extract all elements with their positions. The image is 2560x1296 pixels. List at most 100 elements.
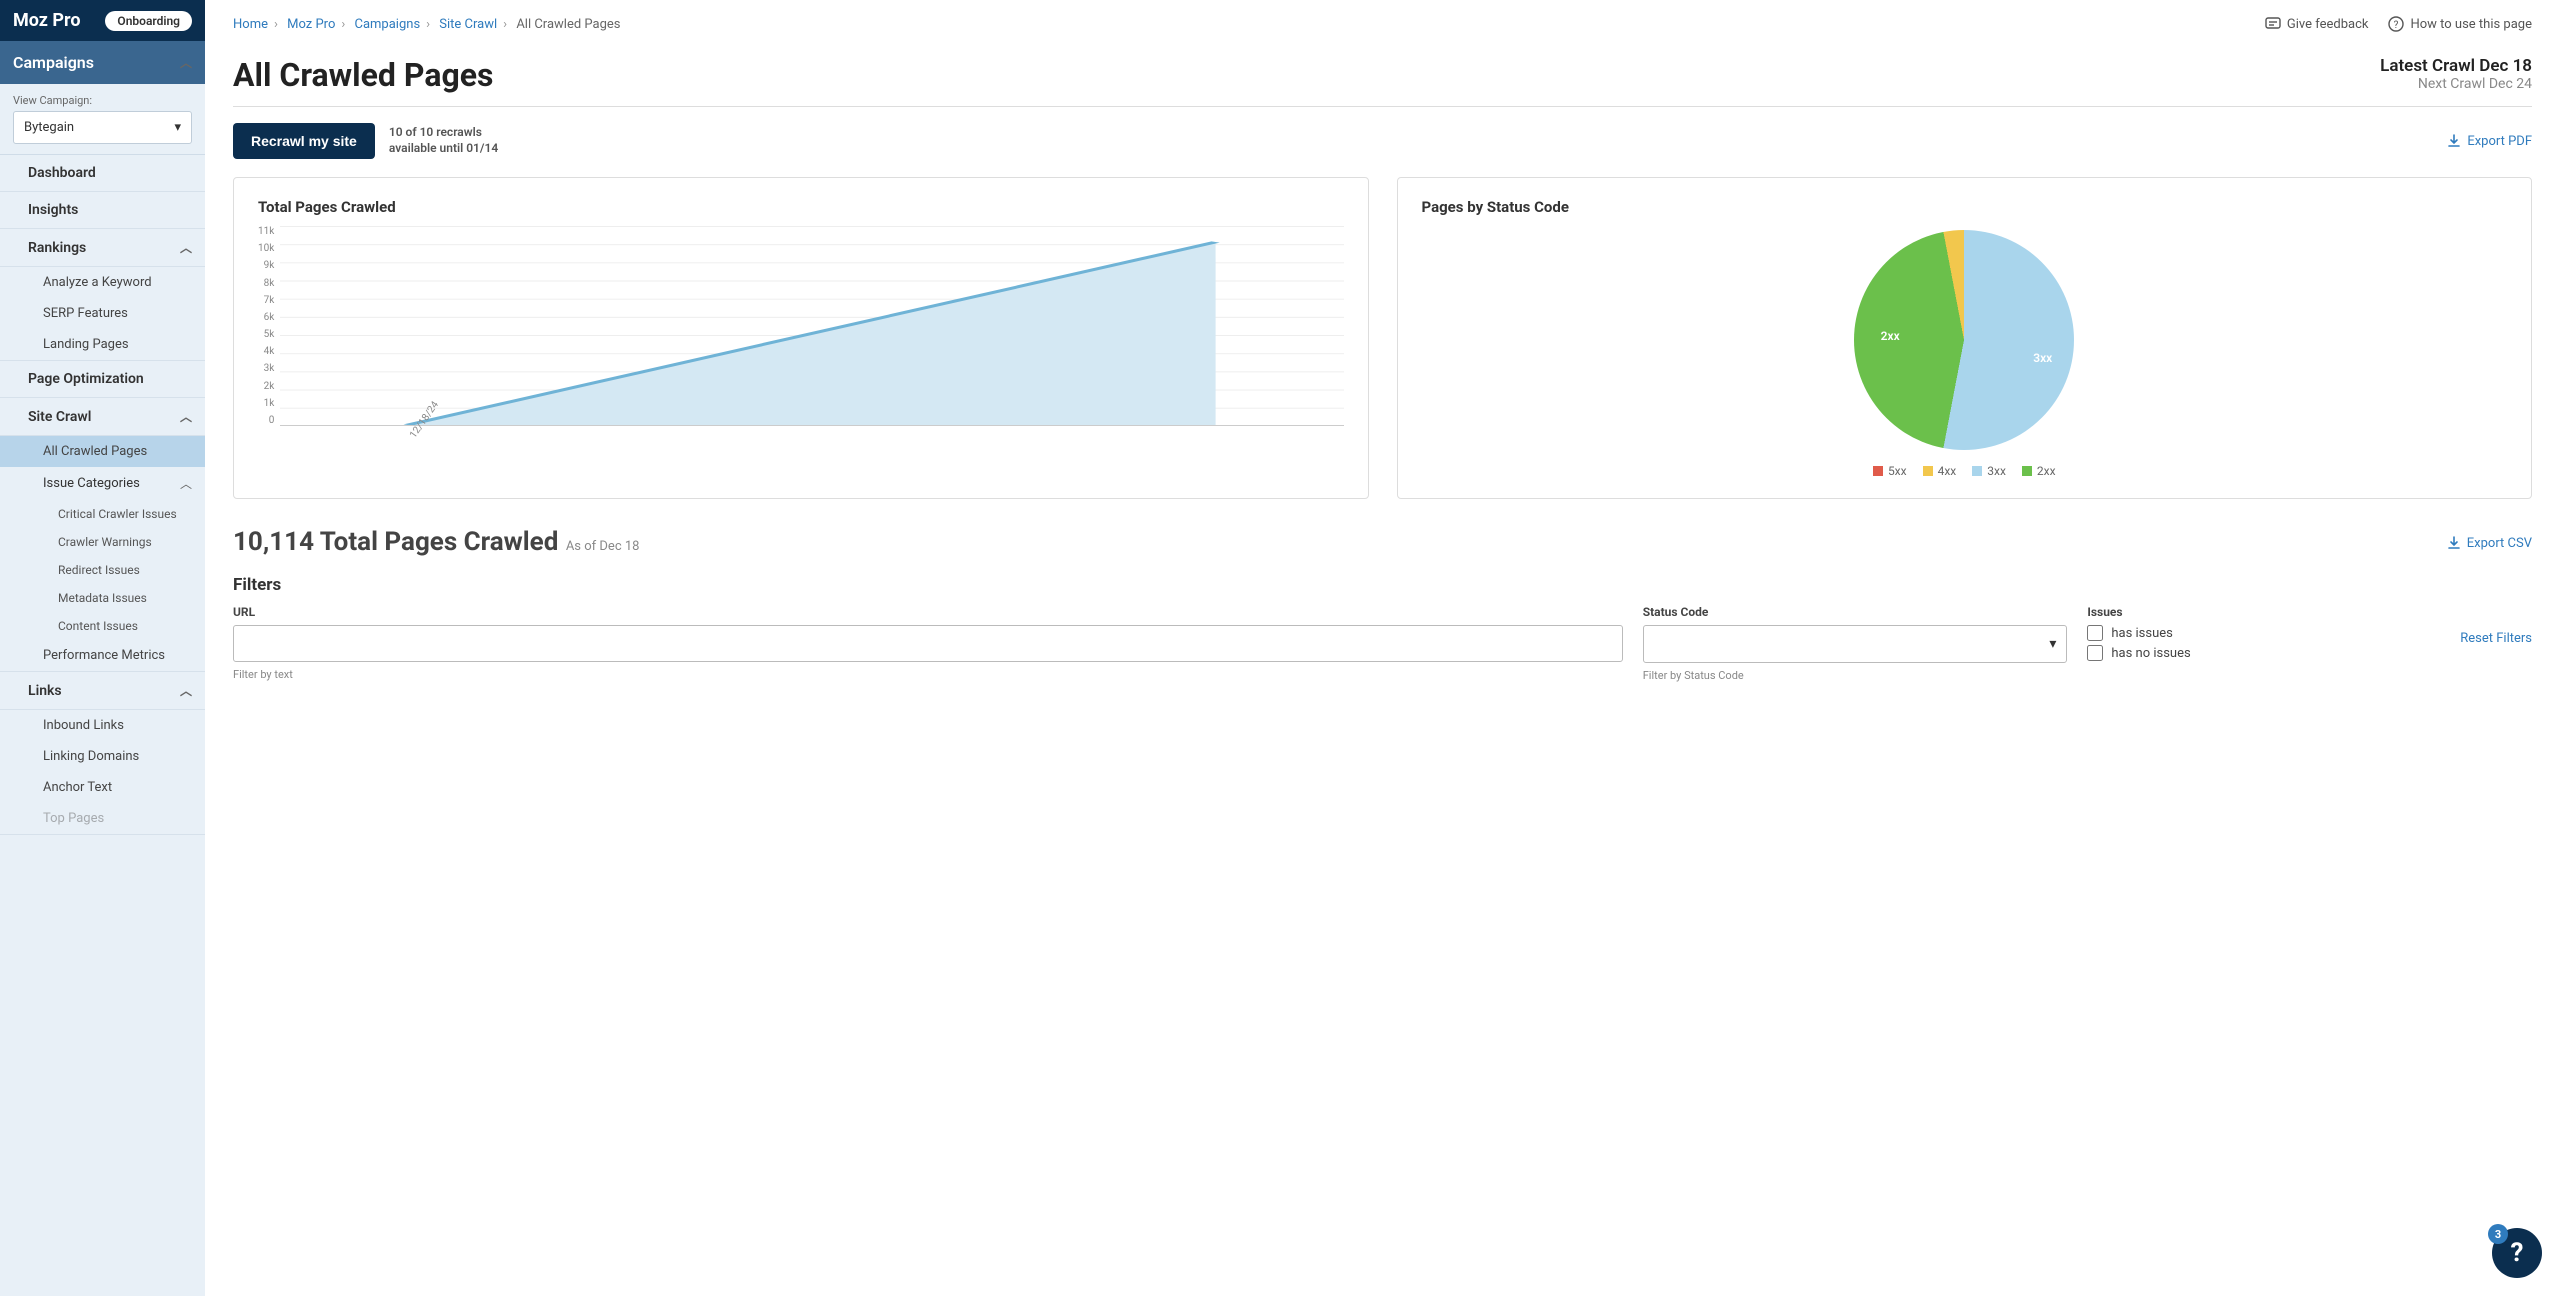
sidebar-item-metadata-issues[interactable]: Metadata Issues: [0, 584, 205, 612]
legend-label: 3xx: [1987, 464, 2006, 478]
chart-body: 12/18/24: [280, 226, 1343, 446]
filter-url-label: URL: [233, 605, 1623, 619]
caret-down-icon: ▾: [174, 120, 181, 135]
legend-swatch: [2022, 466, 2032, 476]
pie-chart-title: Pages by Status Code: [1422, 198, 2508, 216]
filter-status-col: Status Code ▾ Filter by Status Code: [1643, 605, 2068, 682]
pie-legend: 5xx 4xx 3xx 2xx: [1873, 464, 2056, 478]
legend-item: 2xx: [2022, 464, 2056, 478]
legend-label: 2xx: [2037, 464, 2056, 478]
sidebar-item-inbound-links[interactable]: Inbound Links: [0, 710, 205, 741]
legend-label: 4xx: [1938, 464, 1957, 478]
legend-swatch: [1972, 466, 1982, 476]
filter-status-select[interactable]: ▾: [1643, 625, 2068, 663]
pie-chart: 2xx 3xx 5xx 4xx 3xx 2xx: [1422, 226, 2508, 478]
line-chart-card: Total Pages Crawled 11k10k9k8k7k6k5k4k3k…: [233, 177, 1369, 499]
campaign-select[interactable]: Bytegain ▾: [13, 111, 192, 144]
sidebar-item-issue-categories[interactable]: Issue Categories ︿: [0, 467, 205, 500]
links-label: Links: [28, 683, 62, 699]
legend-label: 5xx: [1888, 464, 1907, 478]
sidebar-item-top-pages[interactable]: Top Pages: [0, 803, 205, 834]
page-title: All Crawled Pages: [233, 56, 493, 94]
export-csv-button[interactable]: Export CSV: [2447, 536, 2532, 551]
campaign-selected: Bytegain: [24, 120, 74, 135]
filter-status-label: Status Code: [1643, 605, 2068, 619]
sidebar-item-serp-features[interactable]: SERP Features: [0, 298, 205, 329]
how-to-use-button[interactable]: ? How to use this page: [2388, 16, 2532, 32]
sidebar-item-crawler-warnings[interactable]: Crawler Warnings: [0, 528, 205, 556]
total-crawled-subtext: As of Dec 18: [566, 539, 640, 554]
filter-reset-col: Reset Filters: [2339, 605, 2532, 646]
main-content: Home› Moz Pro› Campaigns› Site Crawl› Al…: [205, 0, 2560, 1296]
has-issues-label: has issues: [2111, 626, 2173, 641]
has-issues-checkbox[interactable]: [2087, 625, 2103, 641]
sidebar-item-page-optimization[interactable]: Page Optimization: [0, 361, 205, 398]
pie-label-2xx: 2xx: [1881, 329, 1900, 343]
chevron-right-icon: ›: [341, 17, 345, 32]
line-chart-title: Total Pages Crawled: [258, 198, 1344, 216]
legend-swatch: [1923, 466, 1933, 476]
pie-chart-card: Pages by Status Code 2xx 3xx 5xx4xx3xx2x…: [1397, 177, 2533, 499]
sidebar-item-site-crawl[interactable]: Site Crawl ︿: [0, 398, 205, 436]
sidebar-item-landing-pages[interactable]: Landing Pages: [0, 329, 205, 360]
howto-label: How to use this page: [2410, 17, 2532, 32]
campaigns-header[interactable]: Campaigns ︿: [0, 41, 205, 84]
export-pdf-label: Export PDF: [2467, 134, 2532, 149]
breadcrumb-mozpro[interactable]: Moz Pro: [287, 17, 335, 32]
help-fab-button[interactable]: ? 3: [2492, 1228, 2542, 1278]
sidebar-item-redirect-issues[interactable]: Redirect Issues: [0, 556, 205, 584]
charts-row: Total Pages Crawled 11k10k9k8k7k6k5k4k3k…: [233, 177, 2532, 499]
onboarding-button[interactable]: Onboarding: [105, 11, 192, 31]
breadcrumb-home[interactable]: Home: [233, 17, 268, 32]
sidebar-item-rankings[interactable]: Rankings ︿: [0, 229, 205, 267]
y-axis: 11k10k9k8k7k6k5k4k3k2k1k0: [258, 226, 280, 426]
legend-swatch: [1873, 466, 1883, 476]
legend-item: 5xx: [1873, 464, 1907, 478]
download-icon: [2447, 536, 2461, 550]
sidebar-item-all-crawled-pages[interactable]: All Crawled Pages: [0, 436, 205, 467]
download-icon: [2447, 134, 2461, 148]
filter-url-input[interactable]: [233, 625, 1623, 662]
site-crawl-label: Site Crawl: [28, 409, 91, 425]
sidebar-item-critical-crawler[interactable]: Critical Crawler Issues: [0, 500, 205, 528]
next-crawl: Next Crawl Dec 24: [2380, 76, 2532, 92]
top-actions: Give feedback ? How to use this page: [2265, 16, 2532, 32]
sidebar-header: Moz Pro Onboarding: [0, 0, 205, 41]
give-feedback-button[interactable]: Give feedback: [2265, 17, 2369, 32]
pie-circle: 2xx 3xx: [1854, 230, 2074, 450]
has-issues-row: has issues: [2087, 625, 2319, 641]
line-chart: 11k10k9k8k7k6k5k4k3k2k1k0 12/18/24: [258, 226, 1344, 446]
sidebar-item-insights[interactable]: Insights: [0, 192, 205, 229]
chevron-up-icon: ︿: [180, 239, 192, 256]
has-no-issues-row: has no issues: [2087, 645, 2319, 661]
sidebar: Moz Pro Onboarding Campaigns ︿ View Camp…: [0, 0, 205, 1296]
fab-badge: 3: [2488, 1224, 2508, 1244]
reset-filters-button[interactable]: Reset Filters: [2460, 631, 2532, 646]
chevron-right-icon: ›: [503, 17, 507, 32]
chart-grid: [280, 226, 1343, 426]
sidebar-item-links[interactable]: Links ︿: [0, 672, 205, 710]
filter-issues-col: Issues has issues has no issues: [2087, 605, 2319, 665]
total-row: 10,114 Total Pages Crawled As of Dec 18 …: [233, 527, 2532, 557]
chevron-up-icon: ︿: [180, 54, 192, 71]
breadcrumb-campaigns[interactable]: Campaigns: [355, 17, 421, 32]
breadcrumb: Home› Moz Pro› Campaigns› Site Crawl› Al…: [233, 17, 621, 32]
breadcrumb-sitecrawl[interactable]: Site Crawl: [439, 17, 497, 32]
sidebar-item-performance-metrics[interactable]: Performance Metrics: [0, 640, 205, 671]
filter-status-hint: Filter by Status Code: [1643, 669, 2068, 682]
filters-row: URL Filter by text Status Code ▾ Filter …: [233, 605, 2532, 682]
legend-item: 4xx: [1923, 464, 1957, 478]
sidebar-item-dashboard[interactable]: Dashboard: [0, 155, 205, 192]
sidebar-item-analyze-keyword[interactable]: Analyze a Keyword: [0, 267, 205, 298]
export-pdf-button[interactable]: Export PDF: [2447, 134, 2532, 149]
links-section: Links ︿ Inbound Links Linking Domains An…: [0, 672, 205, 835]
sidebar-item-content-issues[interactable]: Content Issues: [0, 612, 205, 640]
view-campaign-label: View Campaign:: [13, 94, 192, 107]
has-no-issues-checkbox[interactable]: [2087, 645, 2103, 661]
recrawl-button[interactable]: Recrawl my site: [233, 123, 375, 159]
sidebar-item-linking-domains[interactable]: Linking Domains: [0, 741, 205, 772]
recrawl-info: 10 of 10 recrawls available until 01/14: [389, 125, 498, 156]
sidebar-item-anchor-text[interactable]: Anchor Text: [0, 772, 205, 803]
export-csv-label: Export CSV: [2467, 536, 2532, 551]
legend-item: 3xx: [1972, 464, 2006, 478]
